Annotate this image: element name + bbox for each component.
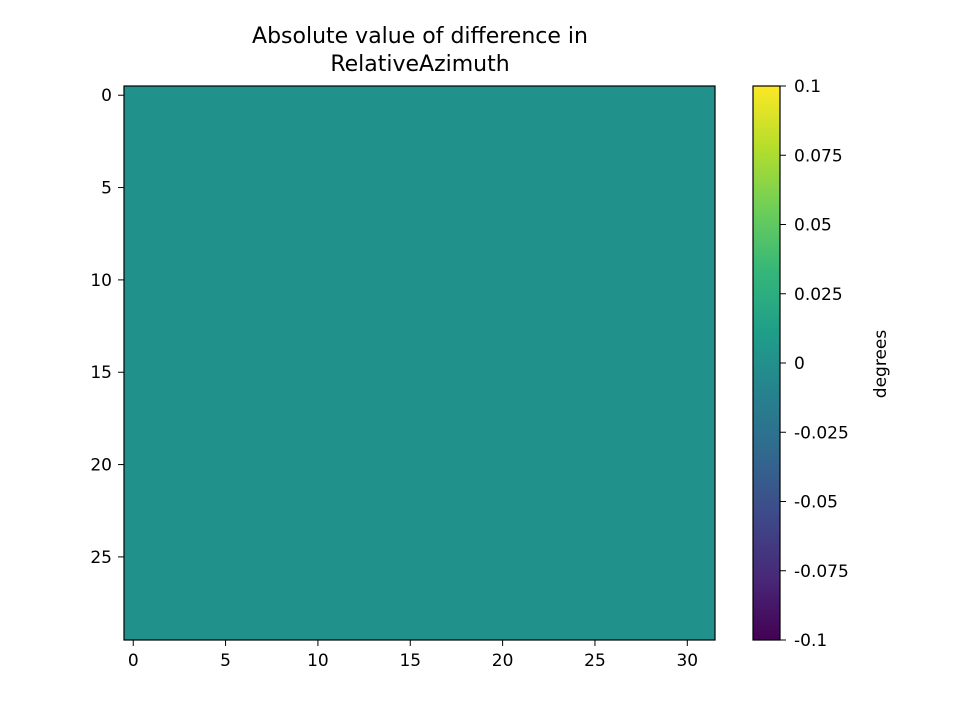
colorbar-tick-label: -0.025 [794, 423, 849, 443]
x-tick-label: 25 [584, 651, 606, 671]
y-tick-label: 20 [90, 456, 112, 476]
y-tick-label: 0 [101, 86, 112, 106]
heatmap-frame [123, 85, 716, 641]
colorbar-tick-label: 0.025 [794, 285, 843, 305]
x-tick-label: 5 [220, 651, 231, 671]
y-tick-label: 10 [90, 271, 112, 291]
colorbar-tick-label: -0.075 [794, 562, 849, 582]
y-tick-label: 25 [90, 548, 112, 568]
x-tick-label: 0 [128, 651, 139, 671]
x-tick-label: 30 [676, 651, 698, 671]
colorbar-tick-label: -0.05 [794, 493, 838, 513]
heatmap-area [124, 86, 715, 640]
y-axis-ticks: 0 5 10 15 20 25 [90, 86, 124, 568]
colorbar-ticks: 0.1 0.075 0.05 0.025 0 -0.025 -0.05 -0.075 -0.1 [780, 77, 849, 651]
colorbar [752, 85, 781, 641]
colorbar-tick-label: 0.05 [794, 216, 832, 236]
x-tick-label: 15 [399, 651, 421, 671]
colorbar-tick-label: 0.1 [794, 77, 821, 97]
colorbar-tick-label: 0.075 [794, 146, 843, 166]
x-tick-label: 10 [307, 651, 329, 671]
y-tick-label: 5 [101, 179, 112, 199]
chart-title-line-2: RelativeAzimuth [330, 52, 510, 77]
colorbar-tick-label: 0 [794, 354, 805, 374]
x-tick-label: 20 [492, 651, 514, 671]
y-tick-label: 15 [90, 363, 112, 383]
colorbar-tick-label: -0.1 [794, 631, 827, 651]
colorbar-label: degrees [871, 330, 891, 399]
x-axis-ticks: 0 5 10 15 20 25 30 [128, 640, 698, 671]
chart-title-line-1: Absolute value of difference in [252, 24, 588, 49]
